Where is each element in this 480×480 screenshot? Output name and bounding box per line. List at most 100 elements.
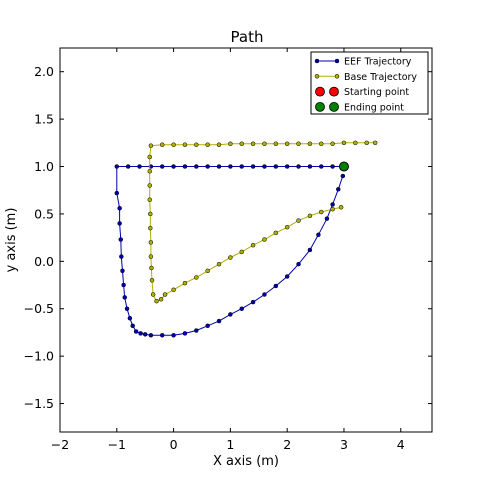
base-trajectory-point [205, 268, 210, 274]
eef-trajectory-point [296, 164, 301, 169]
eef-trajectory-point [250, 299, 256, 305]
base-trajectory-point [159, 142, 165, 147]
base-trajectory-point [194, 142, 199, 147]
x-tick-label: 0 [170, 437, 178, 452]
x-tick-label: 3 [340, 437, 348, 452]
base-trajectory-point [372, 140, 378, 146]
y-tick-label: −1.0 [24, 349, 54, 364]
eef-trajectory-point [114, 190, 120, 196]
base-trajectory-point [194, 275, 199, 280]
eef-trajectory-point [133, 329, 139, 334]
x-axis: −2 −1 0 1 2 3 4 [51, 48, 405, 452]
base-trajectory-point [296, 141, 301, 147]
legend-marker-starting-point [315, 86, 325, 97]
eef-trajectory-point [316, 232, 321, 238]
eef-trajectory-point [216, 164, 222, 169]
base-trajectory-point [307, 141, 313, 147]
eef-trajectory-point [273, 164, 279, 169]
base-trajectory-point [239, 249, 244, 255]
base-trajectory-point [158, 297, 164, 302]
eef-trajectory-point [324, 216, 330, 221]
eef-trajectory-point [319, 164, 324, 169]
eef-trajectory-point [120, 268, 125, 274]
base-trajectory-point [147, 169, 152, 174]
base-trajectory-point [319, 209, 324, 215]
base-trajectory-point [171, 142, 176, 147]
base-trajectory-point [330, 206, 335, 212]
base-trajectory-point [338, 205, 344, 210]
eef-trajectory-point [273, 283, 279, 289]
legend-marker-eef-trajectory [314, 58, 320, 64]
eef-trajectory-point [171, 333, 176, 338]
eef-trajectory-point [284, 274, 290, 279]
base-trajectory-point [147, 197, 152, 202]
y-tick-label: 0.5 [34, 206, 54, 221]
base-trajectory-point [216, 142, 222, 147]
eef-trajectory-point [142, 332, 148, 337]
eef-trajectory-point [228, 164, 233, 169]
eef-trajectory-point [137, 164, 142, 169]
eef-trajectory-point [228, 312, 233, 317]
x-tick-label: 2 [283, 437, 291, 452]
eef-trajectory-point [284, 164, 290, 169]
base-trajectory-point [147, 183, 152, 188]
eef-trajectory-point [307, 247, 313, 253]
y-tick-label: −0.5 [24, 301, 54, 316]
y-tick-label: −1.5 [24, 396, 54, 411]
base-trajectory-point [148, 211, 153, 217]
eef-trajectory-point [336, 187, 341, 192]
eef-trajectory-point [117, 221, 122, 226]
y-axis: −1.5 −1.0 −0.5 0.0 0.5 1.0 1.5 2.0 [24, 64, 432, 411]
base-trajectory-point [330, 141, 335, 147]
legend-marker-starting-point [329, 86, 339, 97]
base-trajectory-point [171, 287, 176, 293]
base-trajectory-point [148, 254, 154, 259]
base-trajectory-point [239, 141, 244, 147]
base-trajectory-point [250, 141, 256, 147]
base-trajectory-point [296, 218, 301, 223]
base-trajectory-point [150, 292, 156, 297]
eef-trajectory-point [159, 333, 165, 338]
base-trajectory-point [262, 141, 267, 147]
base-trajectory-point [148, 225, 153, 231]
base-trajectory-point [182, 142, 188, 147]
y-tick-label: 1.0 [34, 159, 54, 174]
eef-trajectory-point [182, 164, 188, 169]
x-tick-label: −2 [51, 437, 69, 452]
eef-trajectory-point [122, 295, 127, 300]
legend-label-ending-point: Ending point [344, 102, 404, 113]
legend-label-starting-point: Starting point [344, 87, 409, 98]
eef-trajectory-point [239, 306, 244, 311]
eef-trajectory-point [148, 333, 154, 338]
x-tick-label: −1 [108, 437, 126, 452]
eef-trajectory-point [250, 164, 256, 169]
base-trajectory-point [284, 224, 290, 230]
base-trajectory-point [364, 140, 369, 146]
base-trajectory-point [162, 292, 168, 297]
eef-trajectory-point [205, 164, 210, 169]
eef-trajectory-point [125, 164, 131, 169]
x-axis-label: X axis (m) [213, 454, 279, 469]
base-trajectory-point [149, 265, 154, 271]
legend-label-eef-trajectory: EEF Trajectory [344, 57, 412, 68]
eef-trajectory-point [194, 164, 199, 169]
base-trajectory-point [228, 255, 233, 260]
eef-trajectory-point [127, 315, 133, 321]
eef-trajectory-point [194, 328, 199, 333]
eef-trajectory-point [138, 331, 143, 336]
base-trajectory-point [149, 278, 155, 283]
eef-trajectory-point [296, 261, 301, 267]
eef-trajectory-point [307, 164, 313, 169]
y-axis-label: y axis (m) [4, 208, 19, 273]
series-group [114, 140, 378, 338]
chart-title: Path [231, 28, 264, 46]
legend-marker-eef-trajectory [334, 58, 340, 64]
y-tick-label: 2.0 [34, 64, 54, 79]
legend-marker-ending-point [329, 102, 339, 112]
base-trajectory-point [353, 140, 358, 146]
eef-trajectory-point [205, 323, 210, 329]
legend-marker-ending-point [315, 102, 325, 112]
legend-marker-base-trajectory [334, 74, 340, 79]
eef-trajectory-point [330, 202, 335, 207]
base-trajectory-point [147, 154, 152, 160]
